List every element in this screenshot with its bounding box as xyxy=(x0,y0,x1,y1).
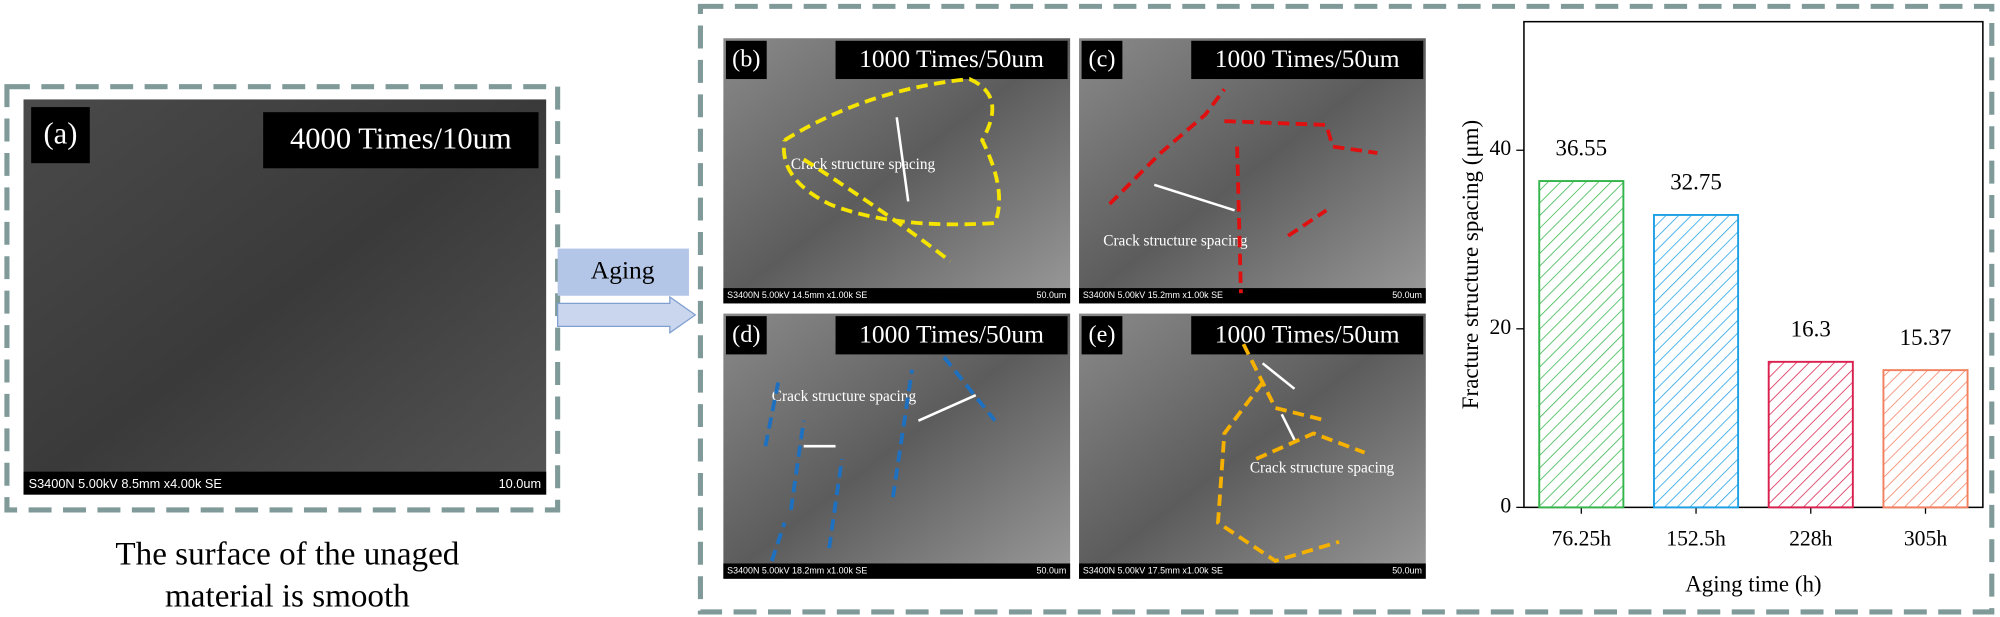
panel-scale: 1000 Times/50um xyxy=(859,319,1044,348)
panel-label: (e) xyxy=(1089,321,1116,348)
frame-right xyxy=(697,3,1995,615)
sem-info: S3400N 5.00kV 8.5mm x4.00k SE xyxy=(29,476,222,491)
annotation: Crack structure spacing xyxy=(1103,233,1248,250)
panel-scale: 4000 Times/10um xyxy=(290,122,512,156)
bar-chart: 0 20 40 Fracture structure spacing (μm) Agin… xyxy=(1458,20,1984,597)
bar xyxy=(1767,360,1854,509)
info-bar xyxy=(723,563,1071,579)
panel-label: (a) xyxy=(44,116,78,150)
frame-left xyxy=(4,84,561,513)
caption: The surface of the unaged xyxy=(115,536,459,573)
y-tick-label: 0 xyxy=(1500,493,1511,517)
sem-info: S3400N 5.00kV 18.2mm x1.00k SE xyxy=(727,565,867,575)
scale-bar: 50.0um xyxy=(1037,290,1067,300)
sem-image xyxy=(723,38,1071,304)
x-tick-label: 152.5h xyxy=(1666,526,1726,550)
label-bg xyxy=(725,316,767,355)
info-bar xyxy=(1079,563,1426,579)
value-label: 16.3 xyxy=(1791,317,1831,342)
scale-bar: 50.0um xyxy=(1037,565,1067,575)
info-bar xyxy=(1079,288,1426,304)
x-tick-label: 305h xyxy=(1904,526,1947,550)
bar xyxy=(1653,214,1740,509)
info-bar xyxy=(723,288,1071,304)
scale-bg xyxy=(1191,40,1424,80)
value-label: 32.75 xyxy=(1670,170,1722,195)
x-axis-label: Aging time (h) xyxy=(1685,572,1821,597)
label-bg xyxy=(1081,316,1123,355)
scale-bar: 50.0um xyxy=(1392,565,1422,575)
sem-panels: S3400N 5.00kV 14.5mm x1.00k SE 50.0um (b) 1… xyxy=(723,38,1426,579)
aging-box xyxy=(557,248,689,296)
scale-bg xyxy=(835,316,1068,355)
panel-label: (b) xyxy=(732,46,760,73)
annotation: Crack structure spacing xyxy=(1250,460,1395,477)
panel-scale: 1000 Times/50um xyxy=(1215,44,1400,73)
panel-scale: 1000 Times/50um xyxy=(1215,319,1400,348)
y-axis-label: Fracture structure spacing (μm) xyxy=(1458,120,1483,409)
annotation: Crack structure spacing xyxy=(772,388,917,405)
aging-label: Aging xyxy=(591,256,655,285)
scale-bg xyxy=(835,40,1068,80)
x-tick-label: 228h xyxy=(1789,526,1832,550)
crack-lines xyxy=(763,77,1378,563)
x-tick-label: 76.25h xyxy=(1552,526,1612,550)
panel-scale: 1000 Times/50um xyxy=(859,44,1044,73)
spacing-arrows xyxy=(803,117,1296,448)
value-label: 15.37 xyxy=(1900,325,1952,350)
sem-info: S3400N 5.00kV 17.5mm x1.00k SE xyxy=(1083,565,1223,575)
label-bg xyxy=(31,107,90,164)
aging-arrow xyxy=(557,295,697,334)
caption: material is smooth xyxy=(165,578,410,615)
scale-bg xyxy=(1191,316,1424,355)
y-tick-label: 20 xyxy=(1490,315,1512,339)
bar xyxy=(1882,369,1969,509)
sem-image xyxy=(1079,313,1426,579)
sem-info: S3400N 5.00kV 15.2mm x1.00k SE xyxy=(1083,290,1223,300)
label-bg xyxy=(725,40,767,80)
label-bg xyxy=(1081,40,1123,80)
plot-frame xyxy=(1523,20,1984,509)
scale-bg xyxy=(263,112,539,169)
info-bar xyxy=(23,471,547,495)
y-tick-label: 40 xyxy=(1490,136,1512,160)
scale-bar: 10.0um xyxy=(499,476,541,491)
panel-label: (c) xyxy=(1089,46,1116,73)
scale-bar: 50.0um xyxy=(1392,290,1422,300)
sem-image xyxy=(1079,38,1426,304)
bar xyxy=(1538,180,1625,509)
sem-info: S3400N 5.00kV 14.5mm x1.00k SE xyxy=(727,290,867,300)
panel-label: (d) xyxy=(732,321,760,348)
annotation: Crack structure spacing xyxy=(791,156,936,173)
value-label: 36.55 xyxy=(1556,136,1608,161)
